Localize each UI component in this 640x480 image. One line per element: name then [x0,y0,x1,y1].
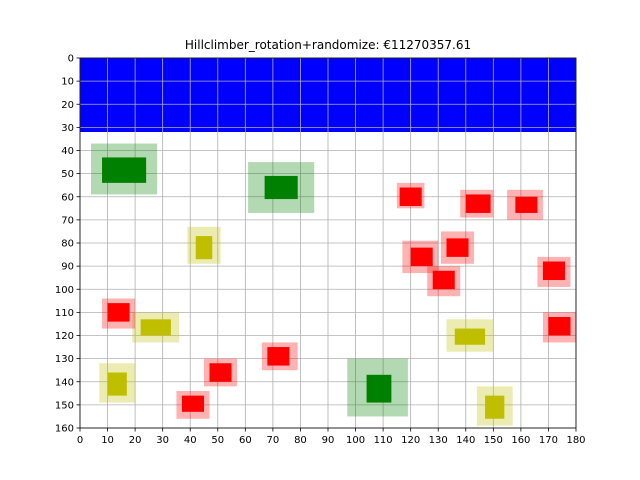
red-house [399,187,422,206]
x-axis: 0 10 20 30 40 50 60 70 80 90 100 110 120 130 140 150 160… [77,428,586,446]
x-tick-label: 20 [129,435,142,446]
x-tick-label: 10 [101,435,114,446]
y-tick-label: 100 [55,285,74,296]
y-tick-label: 10 [61,77,74,88]
x-tick-label: 80 [294,435,307,446]
y-tick-label: 80 [61,239,74,250]
red-house [465,194,491,213]
y-tick-label: 90 [61,262,74,273]
y-tick-label: 70 [61,215,74,226]
x-tick-label: 110 [374,435,393,446]
y-tick-label: 160 [55,424,74,435]
x-tick-label: 50 [211,435,224,446]
green-house [366,374,392,403]
red-house [446,238,469,257]
red-house [209,363,232,382]
green-house [264,175,298,200]
y-tick-label: 40 [61,146,74,157]
yellow-house [140,319,171,336]
red-house [542,261,565,280]
y-tick-label: 60 [61,192,74,203]
x-tick-label: 40 [184,435,197,446]
x-tick-label: 120 [401,435,420,446]
red-house [515,196,538,213]
y-tick-label: 50 [61,169,74,180]
y-tick-label: 20 [61,100,74,111]
yellow-house [485,395,505,419]
y-tick-label: 150 [55,400,74,411]
y-tick-label: 110 [55,308,74,319]
yellow-house [107,372,127,396]
yellow-house [195,236,213,260]
y-axis: 0 10 20 30 40 50 60 70 80 90 100 110 120 130 140 150 160 [55,54,80,435]
red-house [107,303,130,322]
y-tick-label: 130 [55,354,74,365]
x-tick-label: 30 [156,435,169,446]
x-tick-label: 70 [267,435,280,446]
x-tick-label: 0 [77,435,83,446]
y-tick-label: 120 [55,331,74,342]
red-house [181,395,204,412]
green-house [102,157,147,183]
x-tick-label: 150 [484,435,503,446]
x-tick-label: 130 [429,435,448,446]
red-house [432,270,455,290]
red-house [267,347,290,366]
yellow-house [454,328,486,345]
house-layer [102,157,571,419]
y-tick-label: 0 [68,54,74,65]
x-tick-label: 170 [539,435,558,446]
x-tick-label: 90 [322,435,335,446]
x-tick-label: 180 [566,435,585,446]
x-tick-label: 100 [346,435,365,446]
x-tick-label: 60 [239,435,252,446]
x-tick-label: 160 [511,435,530,446]
red-house [410,247,433,267]
red-house [548,317,571,336]
y-tick-label: 140 [55,377,74,388]
x-tick-label: 140 [456,435,475,446]
chart-title: Hillclimber_rotation+randomize: €1127035… [185,38,471,52]
y-tick-label: 30 [61,123,74,134]
